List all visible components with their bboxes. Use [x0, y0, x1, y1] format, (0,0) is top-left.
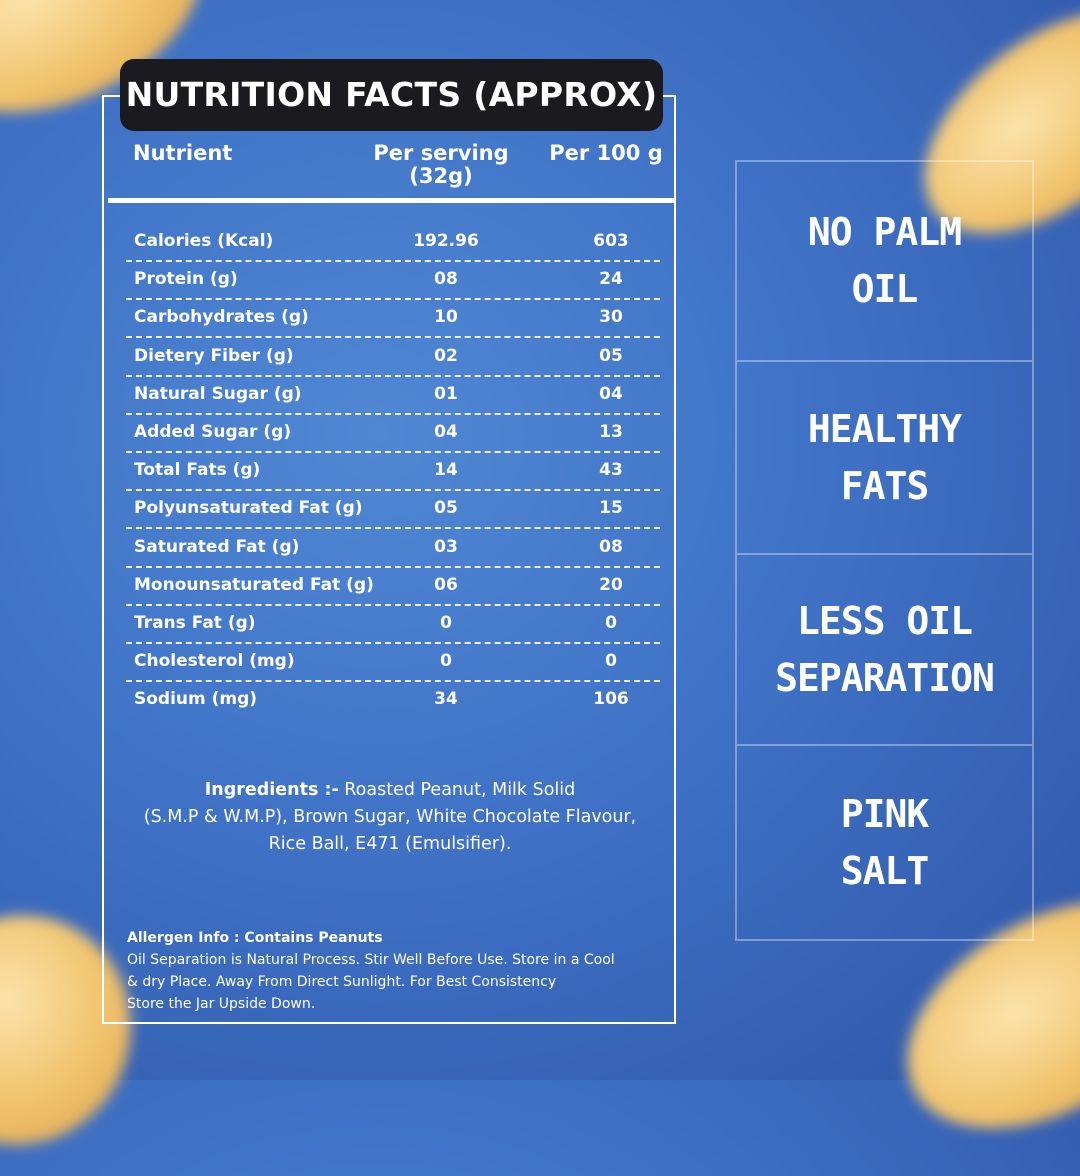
nutrient-name: Calories (Kcal) [134, 231, 274, 251]
value-per-serving: 06 [434, 574, 458, 595]
header-per-100g: Per 100 g [549, 141, 663, 165]
value-per-serving: 02 [434, 345, 458, 366]
table-row: Protein (g) 08 24 [126, 262, 660, 301]
nutrient-name: Total Fats (g) [134, 460, 261, 481]
feature-healthy-fats: HEALTHY FATS [807, 406, 962, 508]
value-per-100g: 13 [599, 422, 623, 442]
value-per-serving: 34 [434, 689, 458, 710]
value-per-100g: 106 [593, 689, 629, 710]
value-per-100g: 603 [593, 231, 629, 251]
value-per-100g: 0 [605, 651, 617, 672]
table-row: Carbohydrates (g) 10 30 [126, 300, 660, 339]
allergen-heading: Allergen Info : Contains Peanuts [127, 930, 383, 946]
value-per-serving: 04 [434, 422, 458, 442]
ingredients-label: Ingredients :- [204, 780, 339, 800]
value-per-serving: 0 [440, 613, 452, 633]
value-per-100g: 08 [599, 536, 623, 557]
value-per-serving: 01 [434, 383, 458, 404]
table-row: Dietery Fiber (g) 02 05 [126, 339, 660, 377]
value-per-100g: 24 [599, 269, 623, 290]
value-per-100g: 20 [599, 574, 623, 595]
ingredients-text: Ingredients :- Roasted Peanut, Milk Soli… [143, 780, 637, 854]
nutrient-name: Polyunsaturated Fat (g) [134, 498, 363, 519]
nutrient-name: Dietery Fiber (g) [134, 345, 294, 366]
table-row: Polyunsaturated Fat (g) 05 15 [126, 491, 660, 530]
table-row: Saturated Fat (g) 03 08 [126, 530, 660, 568]
value-per-100g: 15 [599, 498, 623, 519]
nutrient-name: Cholesterol (mg) [134, 651, 295, 672]
nutrient-name: Trans Fat (g) [134, 613, 256, 633]
header-per-serving: Per serving (32g) [373, 141, 509, 188]
nutrient-name: Carbohydrates (g) [134, 307, 309, 328]
feature-divider [737, 553, 1032, 555]
table-row: Natural Sugar (g) 01 04 [126, 377, 660, 415]
value-per-serving: 14 [434, 460, 458, 481]
nutrient-name: Added Sugar (g) [134, 422, 292, 442]
feature-divider [737, 360, 1032, 362]
value-per-serving: 10 [434, 307, 458, 328]
feature-less-oil-separation: LESS OIL SEPARATION [775, 598, 995, 700]
value-per-serving: 0 [440, 651, 452, 672]
table-row: Trans Fat (g) 0 0 [126, 606, 660, 644]
value-per-100g: 04 [599, 383, 623, 404]
nutrient-name: Natural Sugar (g) [134, 383, 302, 404]
allergen-info: Allergen Info : Contains Peanuts Oil Sep… [127, 927, 667, 1015]
table-row: Added Sugar (g) 04 13 [126, 415, 660, 453]
feature-no-palm-oil: NO PALM OIL [807, 210, 962, 311]
value-per-serving: 03 [434, 536, 458, 557]
value-per-100g: 0 [605, 613, 617, 633]
nutrient-name: Sodium (mg) [134, 689, 258, 710]
header-divider [108, 198, 674, 203]
nutrient-name: Protein (g) [134, 269, 238, 290]
table-row: Sodium (mg) 34 106 [126, 682, 660, 720]
title-badge [120, 59, 663, 131]
nutrient-name: Saturated Fat (g) [134, 536, 300, 557]
feature-divider [737, 744, 1032, 746]
value-per-serving: 05 [434, 498, 458, 519]
table-row: Total Fats (g) 14 43 [126, 453, 660, 492]
feature-pink-salt: PINK SALT [840, 791, 930, 893]
features-box [735, 160, 1034, 941]
value-per-serving: 192.96 [413, 231, 479, 251]
nutrient-name: Monounsaturated Fat (g) [134, 574, 374, 595]
value-per-serving: 08 [434, 269, 458, 290]
value-per-100g: 43 [599, 460, 623, 481]
header-nutrient: Nutrient [133, 141, 233, 165]
table-row: Calories (Kcal) 192.96 603 [126, 224, 660, 262]
table-row: Monounsaturated Fat (g) 06 20 [126, 568, 660, 606]
page-title: NUTRITION FACTS (APPROX) [125, 75, 658, 114]
table-row: Cholesterol (mg) 0 0 [126, 644, 660, 683]
value-per-100g: 30 [599, 307, 623, 328]
value-per-100g: 05 [599, 345, 623, 366]
